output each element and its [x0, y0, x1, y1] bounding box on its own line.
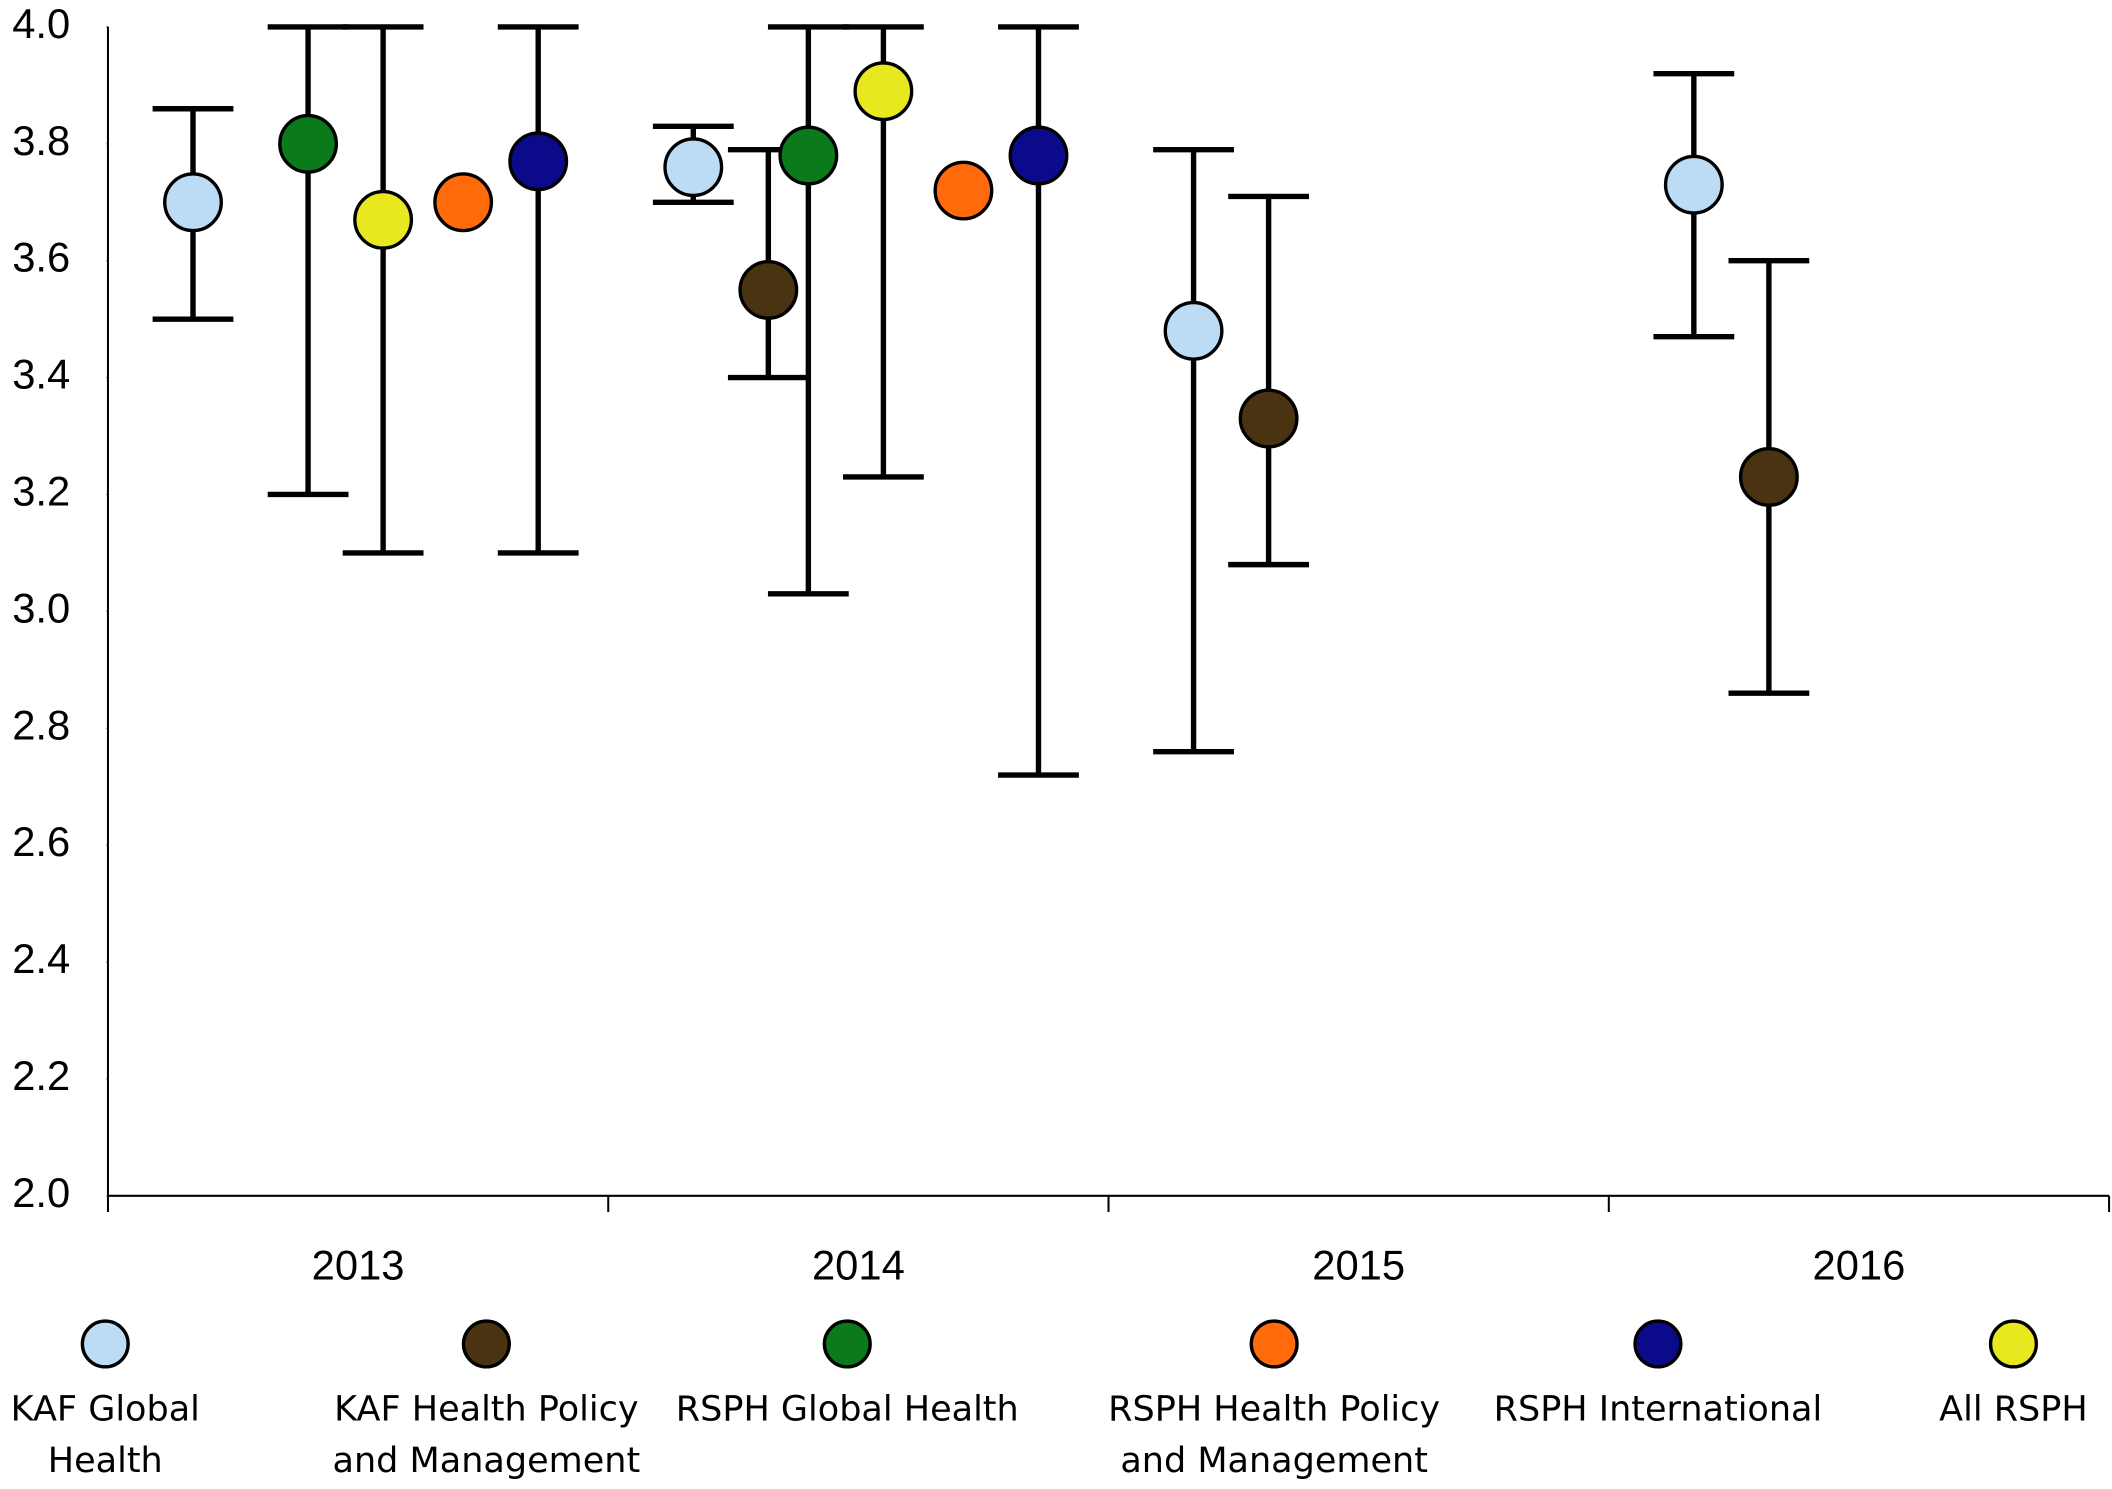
y-tick-label: 4.0 [12, 0, 70, 47]
data-point [1008, 125, 1069, 186]
error-bar [1153, 146, 1234, 755]
error-bar [342, 24, 424, 556]
legend-item: RSPH Health Policy and Management [1108, 1389, 1441, 1482]
x-tick-label: 2016 [1813, 1242, 1906, 1289]
data-point [1663, 154, 1724, 215]
legend-item: All RSPH [1939, 1389, 2088, 1431]
y-tick-label: 3.8 [12, 117, 70, 164]
y-tick-label: 3.4 [12, 351, 70, 398]
legend-label: RSPH Global Health [675, 1389, 1019, 1431]
data-point [278, 113, 339, 174]
y-tick-label: 2.8 [12, 701, 70, 748]
data-point [508, 131, 569, 192]
data-point [353, 189, 414, 250]
data-point [853, 61, 914, 122]
legend-label: RSPH International [1493, 1389, 1823, 1431]
data-point [1163, 300, 1224, 361]
data-point [163, 172, 223, 233]
data-point [1238, 388, 1299, 449]
y-tick-label: 3.0 [12, 584, 70, 631]
data-point [738, 259, 799, 320]
data-point [933, 160, 994, 221]
error-bar [267, 24, 349, 498]
y-tick-label: 2.2 [12, 1052, 70, 1099]
legend-marker [1249, 1319, 1299, 1369]
legend-item: RSPH International [1493, 1389, 1823, 1431]
legend-label: RSPH Health Policy and Management [1108, 1389, 1441, 1482]
x-tick-label: 2013 [312, 1242, 405, 1289]
data-point [1738, 446, 1799, 507]
legend-item: KAF Health Policy and Management [332, 1389, 641, 1482]
y-tick-label: 3.6 [12, 234, 70, 281]
legend-label: KAF Health Policy and Management [332, 1389, 641, 1482]
y-tick-label: 2.6 [12, 818, 70, 865]
legend-marker [1633, 1319, 1683, 1369]
data-point [778, 125, 839, 186]
legend-marker [1988, 1319, 2039, 1369]
legend-marker [822, 1319, 872, 1369]
error-bar [1228, 193, 1310, 568]
error-bar [497, 24, 579, 556]
x-tick-label: 2015 [1312, 1242, 1405, 1289]
legend-label: All RSPH [1939, 1389, 2088, 1431]
legend-item: KAF Global Health [10, 1389, 200, 1482]
data-point [433, 172, 494, 233]
legend-marker [80, 1319, 130, 1369]
y-tick-label: 2.4 [12, 935, 70, 982]
legend-marker [461, 1319, 511, 1369]
y-tick-label: 3.2 [12, 468, 70, 515]
y-tick-label: 2.0 [12, 1169, 70, 1216]
data-point [663, 137, 724, 198]
legend-item: RSPH Global Health [675, 1389, 1019, 1431]
error-bar [767, 24, 849, 597]
x-tick-label: 2014 [812, 1242, 905, 1289]
legend-label: KAF Global Health [10, 1389, 200, 1482]
